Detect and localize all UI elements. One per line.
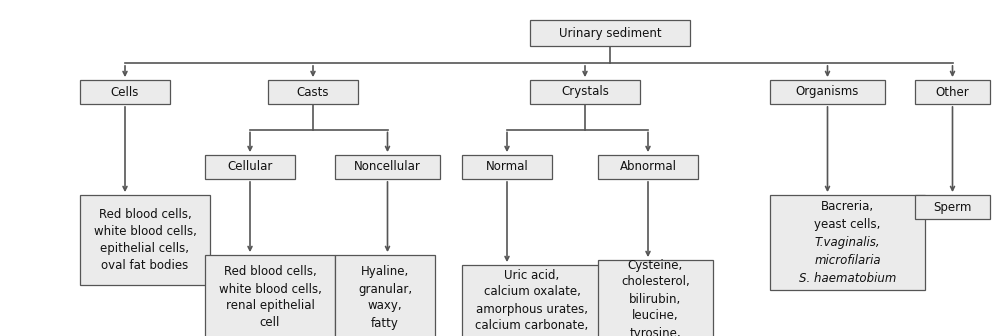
- FancyBboxPatch shape: [335, 155, 440, 179]
- FancyBboxPatch shape: [335, 255, 435, 336]
- Text: yeast cells,: yeast cells,: [815, 218, 880, 231]
- FancyBboxPatch shape: [462, 155, 552, 179]
- FancyBboxPatch shape: [80, 80, 170, 104]
- Text: Casts: Casts: [297, 85, 330, 98]
- FancyBboxPatch shape: [80, 195, 210, 285]
- Text: Red blood cells,
white blood cells,
renal epithelial
cell: Red blood cells, white blood cells, rena…: [218, 265, 322, 330]
- FancyBboxPatch shape: [770, 195, 925, 290]
- FancyBboxPatch shape: [205, 155, 295, 179]
- FancyBboxPatch shape: [268, 80, 358, 104]
- Text: Urinary sediment: Urinary sediment: [559, 27, 661, 40]
- FancyBboxPatch shape: [915, 80, 990, 104]
- Text: Noncellular: Noncellular: [354, 161, 421, 173]
- FancyBboxPatch shape: [205, 255, 335, 336]
- Text: Bacreria,: Bacreria,: [821, 200, 874, 213]
- Text: Abnormal: Abnormal: [620, 161, 676, 173]
- Text: Uric acid,
calcium oxalate,
amorphous urates,
calcium carbonate,
phosphates,
ura: Uric acid, calcium oxalate, amorphous ur…: [475, 268, 589, 336]
- Text: Sperm: Sperm: [933, 201, 972, 213]
- Text: Organisms: Organisms: [796, 85, 860, 98]
- FancyBboxPatch shape: [770, 80, 885, 104]
- Text: Cysteine,
cholesterol,
bilirubin,
leuciне,
tyrosine,
sulfonamide: Cysteine, cholesterol, bilirubin, leuciн…: [620, 258, 692, 336]
- Text: Other: Other: [935, 85, 969, 98]
- FancyBboxPatch shape: [530, 80, 640, 104]
- Text: Hyaline,
granular,
waxy,
fatty: Hyaline, granular, waxy, fatty: [358, 265, 412, 330]
- FancyBboxPatch shape: [462, 265, 602, 336]
- Text: T.vaginalis,: T.vaginalis,: [815, 236, 880, 249]
- FancyBboxPatch shape: [915, 195, 990, 219]
- FancyBboxPatch shape: [598, 155, 698, 179]
- Text: Cellular: Cellular: [227, 161, 273, 173]
- Text: Normal: Normal: [486, 161, 528, 173]
- Text: Red blood cells,
white blood cells,
epithelial cells,
oval fat bodies: Red blood cells, white blood cells, epit…: [94, 208, 196, 272]
- FancyBboxPatch shape: [598, 260, 713, 336]
- Text: microfilaria: microfilaria: [814, 254, 880, 267]
- Text: Cells: Cells: [111, 85, 139, 98]
- Text: Crystals: Crystals: [561, 85, 609, 98]
- FancyBboxPatch shape: [530, 20, 690, 46]
- Text: S. haematobium: S. haematobium: [799, 272, 896, 285]
